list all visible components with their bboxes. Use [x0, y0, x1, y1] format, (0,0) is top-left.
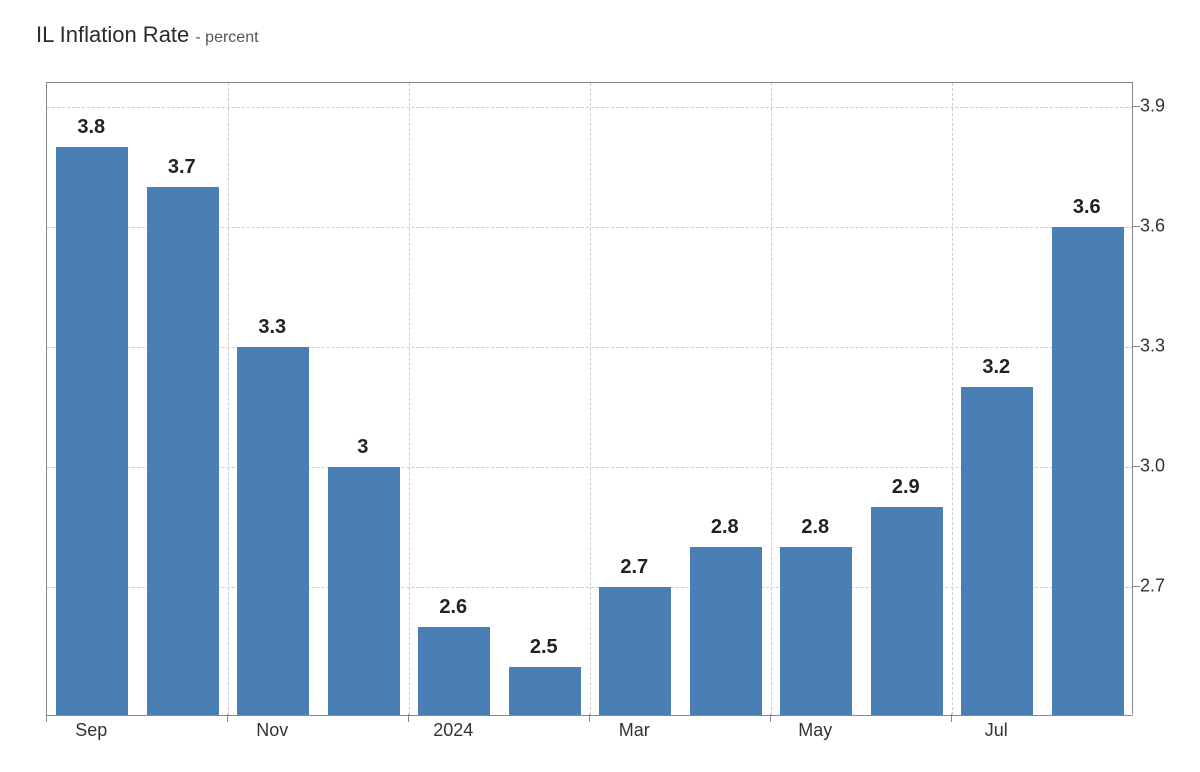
bar: [599, 587, 671, 715]
plot-area: [46, 82, 1133, 716]
gridline-v: [952, 83, 953, 715]
bar-value-label: 2.9: [892, 476, 920, 499]
gridline-v: [228, 83, 229, 715]
bar: [328, 467, 400, 715]
y-tick-label: 3.6: [1140, 216, 1165, 237]
y-tick-mark: [1132, 586, 1140, 587]
y-tick-mark: [1132, 346, 1140, 347]
x-tick-mark: [227, 714, 228, 722]
x-tick-label: May: [798, 720, 832, 741]
x-tick-mark: [46, 714, 47, 722]
gridline-v: [771, 83, 772, 715]
bar: [418, 627, 490, 715]
chart-container: { "title": {"main": "IL Inflation Rate",…: [0, 0, 1200, 772]
x-tick-label: Sep: [75, 720, 107, 741]
bar: [871, 507, 943, 715]
bar-value-label: 2.7: [620, 556, 648, 579]
bar-value-label: 2.8: [711, 516, 739, 539]
bar-value-label: 2.6: [439, 596, 467, 619]
x-tick-label: 2024: [433, 720, 473, 741]
y-axis-right: [1132, 82, 1133, 714]
bar-value-label: 3: [357, 436, 368, 459]
bar: [690, 547, 762, 715]
x-tick-mark: [770, 714, 771, 722]
bar: [56, 147, 128, 715]
x-tick-label: Nov: [256, 720, 288, 741]
y-tick-label: 3.3: [1140, 336, 1165, 357]
bar-value-label: 3.6: [1073, 196, 1101, 219]
title-unit: - percent: [195, 29, 258, 46]
gridline-v: [590, 83, 591, 715]
bar: [961, 387, 1033, 715]
bar-value-label: 3.3: [258, 316, 286, 339]
x-tick-mark: [408, 714, 409, 722]
y-tick-mark: [1132, 106, 1140, 107]
bar-value-label: 2.8: [801, 516, 829, 539]
x-tick-mark: [951, 714, 952, 722]
bar-value-label: 3.8: [77, 116, 105, 139]
bar: [780, 547, 852, 715]
y-tick-label: 3.9: [1140, 96, 1165, 117]
bar-value-label: 3.2: [982, 356, 1010, 379]
bar-value-label: 3.7: [168, 156, 196, 179]
y-tick-label: 3.0: [1140, 456, 1165, 477]
bar: [1052, 227, 1124, 715]
bar: [509, 667, 581, 715]
x-tick-label: Jul: [985, 720, 1008, 741]
bar: [147, 187, 219, 715]
bar: [237, 347, 309, 715]
bar-value-label: 2.5: [530, 636, 558, 659]
x-tick-label: Mar: [619, 720, 650, 741]
title-main: IL Inflation Rate: [36, 22, 189, 47]
y-tick-mark: [1132, 226, 1140, 227]
chart-title: IL Inflation Rate - percent: [36, 22, 259, 48]
y-tick-label: 2.7: [1140, 576, 1165, 597]
gridline-v: [409, 83, 410, 715]
x-tick-mark: [589, 714, 590, 722]
y-tick-mark: [1132, 466, 1140, 467]
